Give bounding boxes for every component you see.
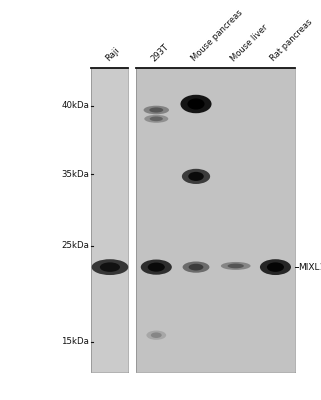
Ellipse shape xyxy=(148,262,165,272)
Ellipse shape xyxy=(189,264,204,270)
Ellipse shape xyxy=(183,262,209,273)
Bar xyxy=(128,68,136,372)
Text: Rat pancreas: Rat pancreas xyxy=(269,18,315,63)
Ellipse shape xyxy=(143,106,169,114)
Ellipse shape xyxy=(100,262,120,272)
Ellipse shape xyxy=(260,259,291,275)
Ellipse shape xyxy=(146,330,166,340)
Ellipse shape xyxy=(144,115,168,123)
Ellipse shape xyxy=(188,172,204,181)
Text: 15kDa: 15kDa xyxy=(61,337,89,346)
Text: Mouse liver: Mouse liver xyxy=(230,22,270,63)
Text: MIXL1: MIXL1 xyxy=(299,263,321,272)
Ellipse shape xyxy=(180,95,212,113)
Text: Mouse pancreas: Mouse pancreas xyxy=(190,8,245,63)
Ellipse shape xyxy=(182,169,210,184)
Ellipse shape xyxy=(149,108,163,112)
Text: 25kDa: 25kDa xyxy=(61,241,89,250)
Ellipse shape xyxy=(141,260,172,275)
Bar xyxy=(91,68,128,372)
Text: 293T: 293T xyxy=(150,42,171,63)
Ellipse shape xyxy=(267,262,284,272)
Ellipse shape xyxy=(228,264,244,268)
Ellipse shape xyxy=(150,116,163,121)
Ellipse shape xyxy=(91,259,128,275)
Text: Raji: Raji xyxy=(104,46,121,63)
Ellipse shape xyxy=(151,332,162,338)
Text: 40kDa: 40kDa xyxy=(61,102,89,110)
Ellipse shape xyxy=(187,98,204,110)
Bar xyxy=(136,68,295,372)
Ellipse shape xyxy=(221,262,251,270)
Text: 35kDa: 35kDa xyxy=(61,170,89,179)
